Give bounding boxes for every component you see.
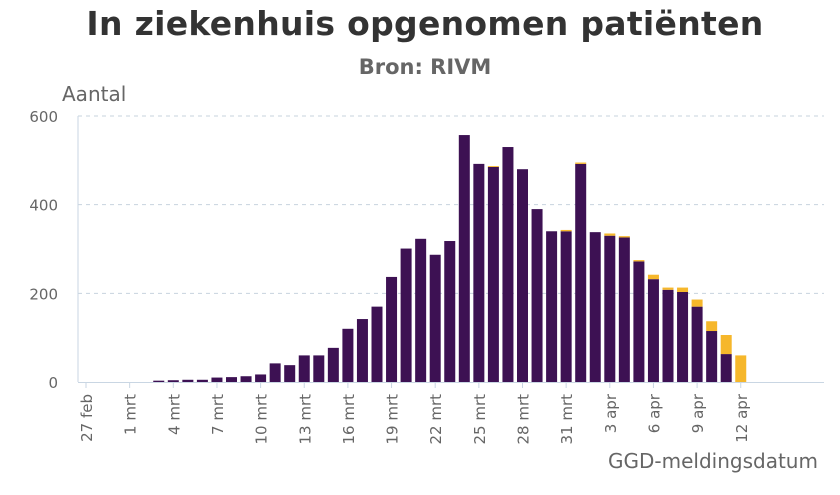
bar-segment — [691, 299, 703, 307]
bar-segment — [575, 163, 587, 382]
bar-segment — [662, 289, 674, 382]
x-tick-label: 3 apr — [602, 393, 620, 433]
x-tick-label: 27 feb — [78, 394, 96, 442]
x-tick-label: 12 apr — [733, 393, 751, 443]
bar-segment — [255, 374, 267, 382]
axes — [77, 116, 824, 383]
bar-segment — [196, 379, 208, 382]
x-tick-label: 28 mrt — [515, 394, 533, 445]
bar-segment — [153, 380, 165, 382]
chart-title: In ziekenhuis opgenomen patiënten — [86, 4, 764, 43]
bar-segment — [327, 347, 339, 382]
y-tick-label: 200 — [29, 285, 58, 303]
x-tick-label: 16 mrt — [340, 394, 358, 445]
bar-segment — [560, 231, 572, 382]
bar-segment — [342, 328, 354, 382]
bar-segment — [647, 274, 659, 280]
x-tick-label: 1 mrt — [122, 394, 140, 435]
y-tick-label: 600 — [29, 108, 58, 126]
bars — [153, 135, 747, 382]
bar-segment — [167, 380, 179, 382]
bar-segment — [662, 287, 674, 290]
bar-segment — [415, 238, 427, 382]
bar-segment — [575, 162, 587, 164]
chart-subtitle: Bron: RIVM — [358, 55, 492, 79]
bar-segment — [458, 135, 470, 382]
y-axis-label: Aantal — [62, 82, 127, 106]
y-ticks: 0 200 400 600 — [29, 108, 58, 392]
bar-segment — [226, 377, 237, 382]
bar-segment — [313, 355, 325, 382]
bar-segment — [400, 248, 412, 382]
bar-segment — [371, 306, 383, 382]
bar-segment — [677, 287, 689, 293]
bar-segment — [182, 379, 194, 382]
bar-segment — [706, 331, 718, 382]
x-tick-label: 9 apr — [689, 393, 707, 433]
bar-segment — [633, 261, 645, 382]
bar-segment — [211, 377, 223, 382]
bar-segment — [386, 276, 398, 382]
bar-segment — [618, 236, 630, 238]
bar-segment — [517, 169, 528, 382]
bar-segment — [269, 363, 281, 382]
x-tick-label: 31 mrt — [558, 394, 576, 445]
bar-segment — [487, 166, 499, 382]
x-tick-label: 10 mrt — [253, 394, 271, 445]
bar-segment — [589, 232, 601, 382]
bar-segment — [735, 355, 747, 382]
bar-segment — [604, 235, 616, 382]
bar-segment — [240, 376, 252, 382]
bar-segment — [706, 321, 718, 332]
bar-segment — [502, 147, 514, 382]
bar-segment — [677, 292, 689, 382]
bar-segment — [633, 260, 645, 262]
x-tick-label: 4 mrt — [165, 394, 183, 435]
bar-segment — [560, 229, 572, 232]
x-axis-label: GGD-meldingsdatum — [608, 449, 818, 473]
bar-segment — [691, 306, 703, 382]
x-ticks: 27 feb 1 mrt 4 mrt 7 mrt 10 mrt 13 mrt 16 mrt 1… — [78, 382, 751, 445]
y-tick-label: 400 — [29, 197, 58, 215]
x-tick-label: 19 mrt — [384, 394, 402, 445]
bar-segment — [720, 335, 732, 355]
bar-segment — [647, 279, 659, 382]
bar-segment — [604, 233, 616, 236]
bar-segment — [429, 254, 441, 382]
x-tick-label: 25 mrt — [471, 394, 489, 445]
y-tick-label: 0 — [48, 374, 58, 392]
bar-segment — [473, 163, 485, 382]
bar-segment — [487, 166, 499, 167]
bar-segment — [720, 354, 732, 382]
x-tick-label: 22 mrt — [427, 394, 445, 445]
bar-segment — [618, 237, 630, 382]
x-tick-label: 7 mrt — [209, 394, 227, 435]
bar-segment — [356, 319, 368, 382]
x-tick-label: 13 mrt — [296, 394, 314, 445]
bar-segment — [546, 231, 558, 382]
bar-segment — [284, 365, 296, 382]
bar-segment — [531, 209, 543, 382]
bar-segment — [444, 241, 456, 382]
x-tick-label: 6 apr — [645, 393, 663, 433]
bar-segment — [298, 355, 310, 382]
